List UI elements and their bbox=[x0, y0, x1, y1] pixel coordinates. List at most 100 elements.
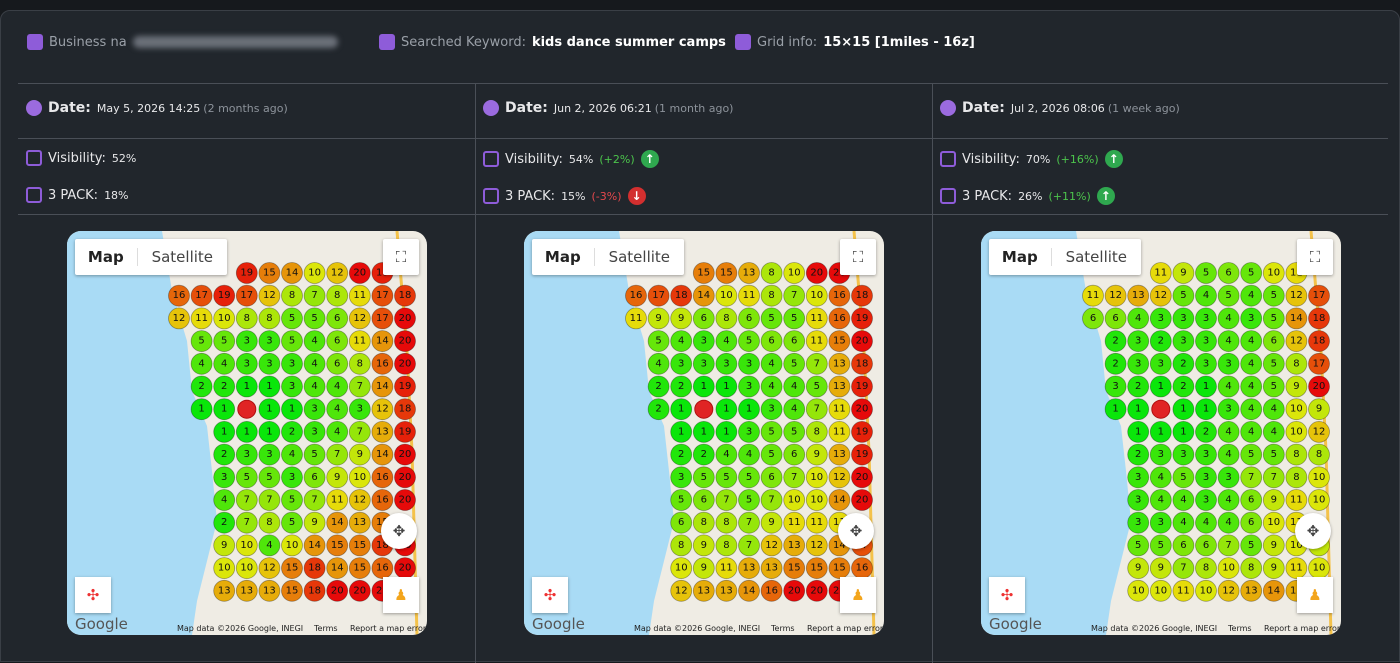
pack-value: 26% bbox=[1018, 189, 1043, 203]
map-button[interactable]: Map bbox=[532, 248, 595, 266]
rank-label: 3 bbox=[1135, 517, 1141, 528]
rank-label: 5 bbox=[1180, 290, 1186, 301]
rank-cell bbox=[303, 557, 326, 580]
rank-cell bbox=[1217, 534, 1240, 557]
rank-label: 3 bbox=[746, 426, 752, 437]
map-button[interactable]: Map bbox=[75, 248, 138, 266]
report-link[interactable]: Report a map error bbox=[807, 624, 884, 633]
rank-cell bbox=[715, 284, 738, 307]
rank-cell bbox=[348, 352, 371, 375]
rank-label: 8 bbox=[266, 313, 272, 324]
rank-cell bbox=[303, 352, 326, 375]
recenter-button[interactable]: ✣ bbox=[532, 577, 568, 613]
pegman-button[interactable]: ♟ bbox=[840, 577, 876, 613]
rank-cell bbox=[281, 284, 303, 307]
rank-label: 4 bbox=[334, 426, 340, 437]
rank-label: 5 bbox=[1271, 290, 1277, 301]
rank-cell bbox=[326, 466, 349, 489]
rank-label: 14 bbox=[286, 268, 299, 279]
pan-control[interactable]: ✥ bbox=[838, 513, 874, 549]
rank-label: 17 bbox=[240, 290, 253, 301]
rank-label: 2 bbox=[1180, 381, 1186, 392]
rank-label: 9 bbox=[655, 313, 661, 324]
rank-label: 11 bbox=[810, 517, 823, 528]
rank-label: 5 bbox=[1271, 313, 1277, 324]
satellite-button[interactable]: Satellite bbox=[151, 248, 214, 266]
rank-cell bbox=[760, 330, 783, 352]
pegman-button[interactable]: ♟ bbox=[383, 577, 419, 613]
pegman-button[interactable]: ♟ bbox=[1297, 577, 1333, 613]
rank-label: 9 bbox=[1158, 563, 1164, 574]
rank-cell bbox=[303, 579, 326, 602]
rank-label: 20 bbox=[788, 585, 801, 596]
pack-value: 15% bbox=[561, 189, 586, 203]
rank-cell bbox=[760, 511, 783, 534]
rank-label: 20 bbox=[353, 585, 366, 596]
rank-label: 12 bbox=[263, 563, 276, 574]
rank-cell bbox=[235, 262, 258, 284]
rank-label: 13 bbox=[240, 585, 253, 596]
rank-label: 7 bbox=[311, 290, 317, 301]
map-canvas: 1915141012201916171917128781117181211108… bbox=[67, 231, 419, 635]
date-ago: (2 months ago) bbox=[203, 101, 288, 115]
rank-label: 4 bbox=[1271, 404, 1277, 415]
terms-link[interactable]: Terms bbox=[771, 624, 795, 633]
rank-label: 12 bbox=[1109, 290, 1122, 301]
recenter-button[interactable]: ✣ bbox=[989, 577, 1025, 613]
icon bbox=[483, 100, 499, 116]
rank-cell bbox=[1217, 398, 1240, 421]
rank-cell bbox=[1217, 443, 1240, 466]
pan-control[interactable]: ✥ bbox=[381, 513, 417, 549]
rank-label: 1 bbox=[1135, 426, 1141, 437]
date-row: Date: Jun 2, 2026 06:21 (1 month ago) bbox=[483, 100, 733, 116]
fullscreen-button[interactable]: ⛶ bbox=[383, 239, 419, 275]
rank-cell bbox=[303, 420, 326, 443]
rank-label: 16 bbox=[376, 358, 389, 369]
pan-control[interactable]: ✥ bbox=[1295, 513, 1331, 549]
rank-label: 9 bbox=[1293, 381, 1299, 392]
rank-cell bbox=[1285, 307, 1308, 330]
rank-label: 4 bbox=[311, 381, 317, 392]
rank-cell bbox=[805, 420, 828, 443]
rank-cell bbox=[760, 489, 783, 511]
icon bbox=[735, 34, 751, 50]
rank-cell bbox=[1308, 375, 1330, 398]
rank-cell bbox=[168, 284, 190, 307]
fullscreen-button[interactable]: ⛶ bbox=[840, 239, 876, 275]
rank-label: 1 bbox=[678, 426, 684, 437]
rank-label: 20 bbox=[833, 585, 846, 596]
rank-label: 5 bbox=[289, 336, 295, 347]
satellite-button[interactable]: Satellite bbox=[1065, 248, 1128, 266]
map-button[interactable]: Map bbox=[989, 248, 1052, 266]
rank-cell bbox=[190, 307, 213, 330]
rank-label: 5 bbox=[814, 381, 820, 392]
rank-label: 4 bbox=[1158, 495, 1164, 506]
rank-label: 3 bbox=[1180, 336, 1186, 347]
rank-cell bbox=[1104, 284, 1127, 307]
report-link[interactable]: Report a map error bbox=[350, 624, 427, 633]
rank-label: 11 bbox=[1087, 290, 1100, 301]
rank-label: 4 bbox=[1203, 517, 1209, 528]
satellite-button[interactable]: Satellite bbox=[608, 248, 671, 266]
rank-cell bbox=[1308, 489, 1330, 511]
fullscreen-button[interactable]: ⛶ bbox=[1297, 239, 1333, 275]
rank-cell bbox=[670, 489, 693, 511]
rank-label: 10 bbox=[1222, 563, 1235, 574]
rank-cell bbox=[258, 262, 281, 284]
rank-cell bbox=[1195, 579, 1217, 602]
report-link[interactable]: Report a map error bbox=[1264, 624, 1341, 633]
rank-label: 15 bbox=[810, 563, 823, 574]
recenter-button[interactable]: ✣ bbox=[75, 577, 111, 613]
rank-cell bbox=[783, 420, 806, 443]
terms-link[interactable]: Terms bbox=[1228, 624, 1252, 633]
rank-cell bbox=[1172, 330, 1195, 352]
rank-cell bbox=[738, 352, 760, 375]
rank-cell bbox=[326, 489, 349, 511]
rank-label: 17 bbox=[1313, 290, 1326, 301]
rank-label: 5 bbox=[311, 449, 317, 460]
rank-cell bbox=[1172, 284, 1195, 307]
rank-cell bbox=[670, 330, 693, 352]
terms-link[interactable]: Terms bbox=[314, 624, 338, 633]
rank-cell bbox=[783, 262, 806, 284]
date-ago: (1 week ago) bbox=[1107, 101, 1180, 115]
